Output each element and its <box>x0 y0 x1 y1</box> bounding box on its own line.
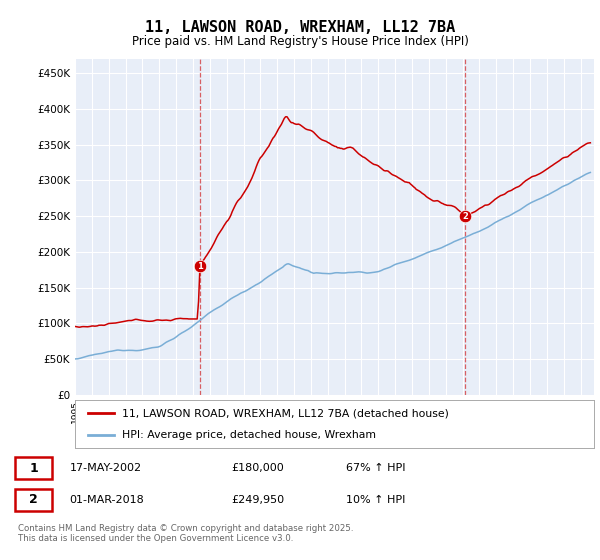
Text: £249,950: £249,950 <box>231 494 284 505</box>
Text: 2: 2 <box>29 493 38 506</box>
Text: 01-MAR-2018: 01-MAR-2018 <box>70 494 145 505</box>
Text: 11, LAWSON ROAD, WREXHAM, LL12 7BA: 11, LAWSON ROAD, WREXHAM, LL12 7BA <box>145 20 455 35</box>
Text: 2: 2 <box>463 212 469 221</box>
Text: 17-MAY-2002: 17-MAY-2002 <box>70 463 142 473</box>
FancyBboxPatch shape <box>15 489 52 511</box>
Text: 1: 1 <box>197 262 203 270</box>
Text: £180,000: £180,000 <box>231 463 284 473</box>
Text: 11, LAWSON ROAD, WREXHAM, LL12 7BA (detached house): 11, LAWSON ROAD, WREXHAM, LL12 7BA (deta… <box>122 408 449 418</box>
Text: Price paid vs. HM Land Registry's House Price Index (HPI): Price paid vs. HM Land Registry's House … <box>131 35 469 48</box>
Text: Contains HM Land Registry data © Crown copyright and database right 2025.
This d: Contains HM Land Registry data © Crown c… <box>18 524 353 543</box>
FancyBboxPatch shape <box>15 457 52 479</box>
Text: 1: 1 <box>29 461 38 474</box>
Text: 10% ↑ HPI: 10% ↑ HPI <box>346 494 406 505</box>
Text: 67% ↑ HPI: 67% ↑ HPI <box>346 463 406 473</box>
Text: HPI: Average price, detached house, Wrexham: HPI: Average price, detached house, Wrex… <box>122 430 376 440</box>
